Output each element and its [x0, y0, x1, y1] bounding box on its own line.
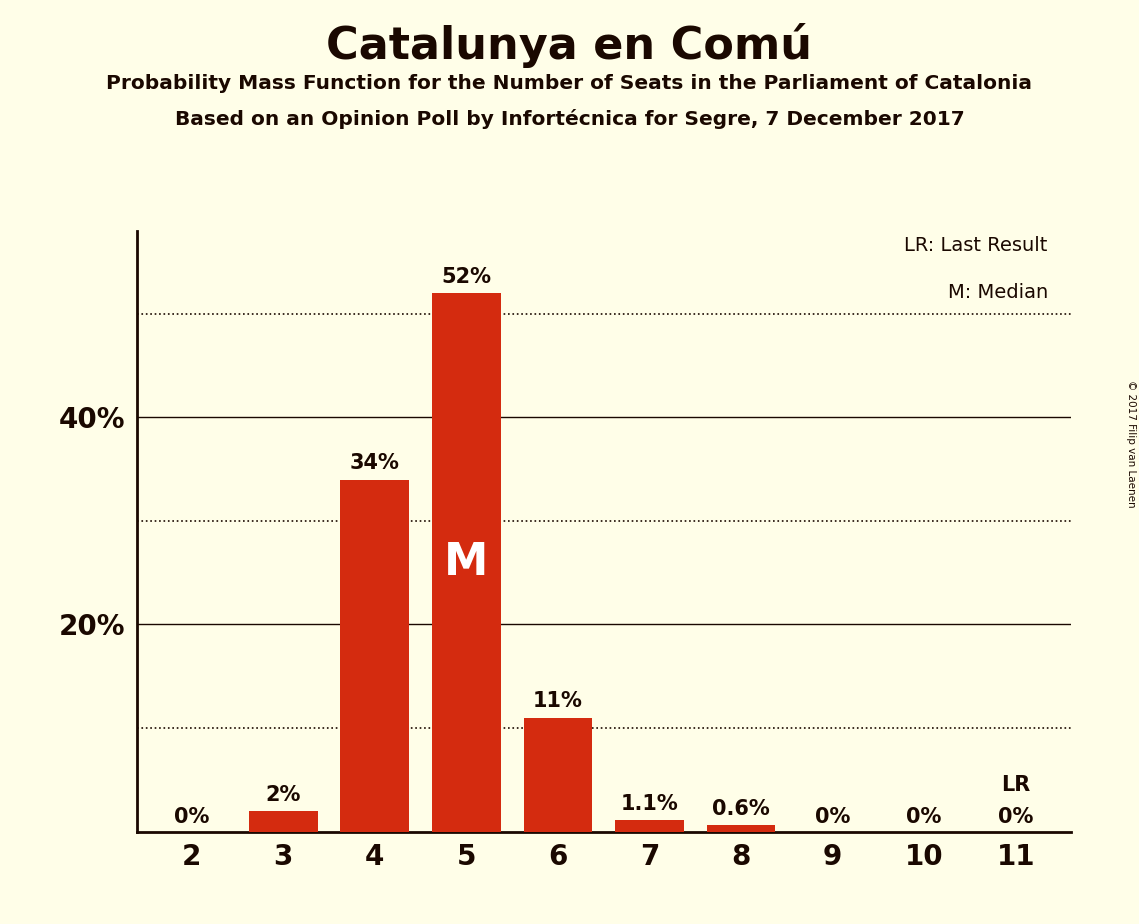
- Text: Probability Mass Function for the Number of Seats in the Parliament of Catalonia: Probability Mass Function for the Number…: [107, 74, 1032, 93]
- Text: 2%: 2%: [265, 784, 301, 805]
- Bar: [615, 821, 683, 832]
- Text: 0%: 0%: [907, 808, 942, 828]
- Text: 0%: 0%: [814, 808, 851, 828]
- Text: 34%: 34%: [350, 454, 400, 473]
- Text: M: Median: M: Median: [948, 283, 1048, 302]
- Text: 11%: 11%: [533, 691, 583, 711]
- Bar: [432, 293, 501, 832]
- Bar: [706, 825, 776, 832]
- Text: 52%: 52%: [441, 267, 491, 287]
- Text: 0%: 0%: [998, 808, 1033, 828]
- Text: 0.6%: 0.6%: [712, 799, 770, 820]
- Bar: [341, 480, 409, 832]
- Text: M: M: [444, 541, 489, 584]
- Bar: [248, 811, 318, 832]
- Text: LR: LR: [1001, 775, 1031, 796]
- Text: LR: Last Result: LR: Last Result: [904, 237, 1048, 255]
- Text: Catalunya en Comú: Catalunya en Comú: [327, 23, 812, 68]
- Text: 0%: 0%: [174, 808, 210, 828]
- Bar: [524, 718, 592, 832]
- Text: Based on an Opinion Poll by Infortécnica for Segre, 7 December 2017: Based on an Opinion Poll by Infortécnica…: [174, 109, 965, 129]
- Text: © 2017 Filip van Laenen: © 2017 Filip van Laenen: [1126, 380, 1136, 507]
- Text: 1.1%: 1.1%: [621, 794, 679, 814]
